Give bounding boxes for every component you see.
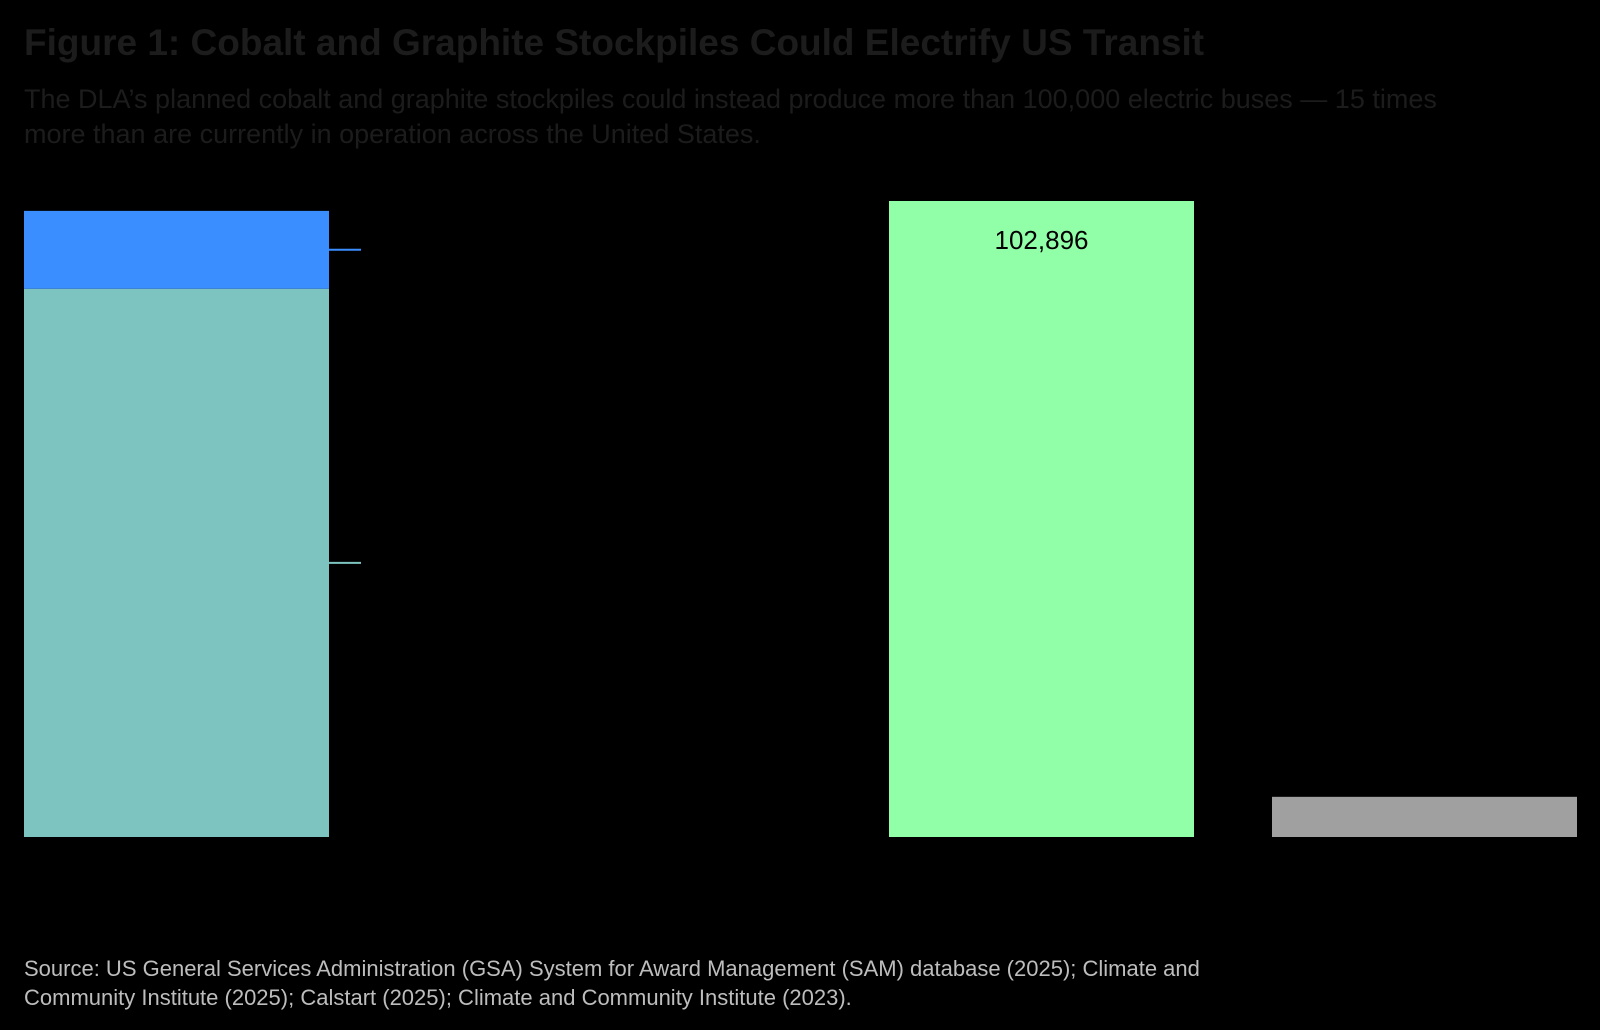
chart-title: Figure 1: Cobalt and Graphite Stockpiles… [24,22,1205,63]
bar-0-segment-0 [24,288,329,837]
source-note: Source: US General Services Administrati… [24,956,1200,1010]
data-label: 102,896 [995,225,1089,255]
bar-1-segment-0 [889,201,1194,837]
chart-subtitle: The DLA’s planned cobalt and graphite st… [24,84,1437,149]
bar-2-segment-0 [1272,796,1577,837]
bar-0-segment-1 [24,210,329,289]
